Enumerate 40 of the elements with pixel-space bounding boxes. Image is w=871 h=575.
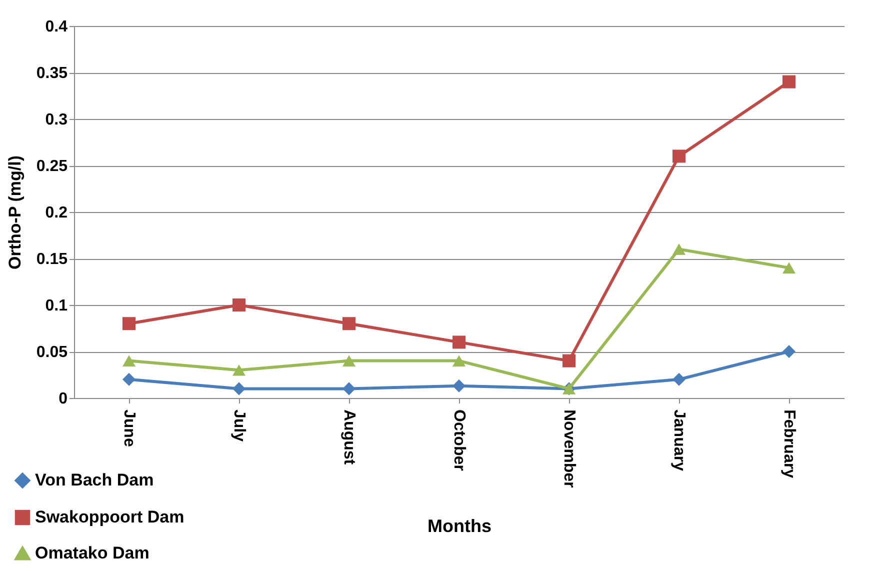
x-tick-label: October (450, 410, 468, 471)
y-tick-label: 0.3 (45, 112, 68, 128)
point (342, 382, 356, 396)
y-tick-label: 0.15 (36, 251, 68, 268)
x-tick-label: August (340, 410, 358, 466)
y-tick-label: 0.05 (36, 344, 68, 361)
y-tick-label: 0.4 (45, 18, 68, 36)
x-axis-title: Months (428, 516, 492, 536)
point (452, 336, 466, 349)
y-tick-label: 0.2 (45, 204, 68, 222)
y-axis-title: Ortho-P (mg/l) (5, 156, 24, 270)
point (122, 355, 136, 366)
point (782, 262, 796, 274)
point (342, 317, 356, 330)
x-tick-label: July (230, 410, 248, 442)
point (342, 355, 356, 366)
point (122, 372, 136, 386)
x-tick-label: November (560, 410, 578, 488)
y-tick-label: 0.35 (36, 65, 68, 82)
point (672, 372, 686, 386)
legend-label: Swakoppoort Dam (35, 508, 184, 526)
point (672, 150, 686, 163)
point (782, 344, 796, 358)
point (122, 317, 136, 330)
point (452, 379, 466, 392)
point (452, 355, 466, 366)
x-tick-label: February (780, 410, 798, 478)
y-tick-label: 0.1 (45, 298, 68, 314)
point (232, 382, 246, 396)
legend-label: Omatako Dam (35, 544, 150, 562)
point (232, 364, 246, 376)
legend-label: Von Bach Dam (35, 470, 154, 490)
x-tick-label: January (670, 410, 688, 471)
point (232, 298, 246, 312)
y-tick-label: 0 (58, 390, 68, 408)
point (672, 244, 686, 255)
point (782, 75, 796, 88)
point (562, 354, 576, 368)
y-tick-label: 0.25 (36, 158, 68, 175)
x-tick-label: June (120, 410, 138, 447)
